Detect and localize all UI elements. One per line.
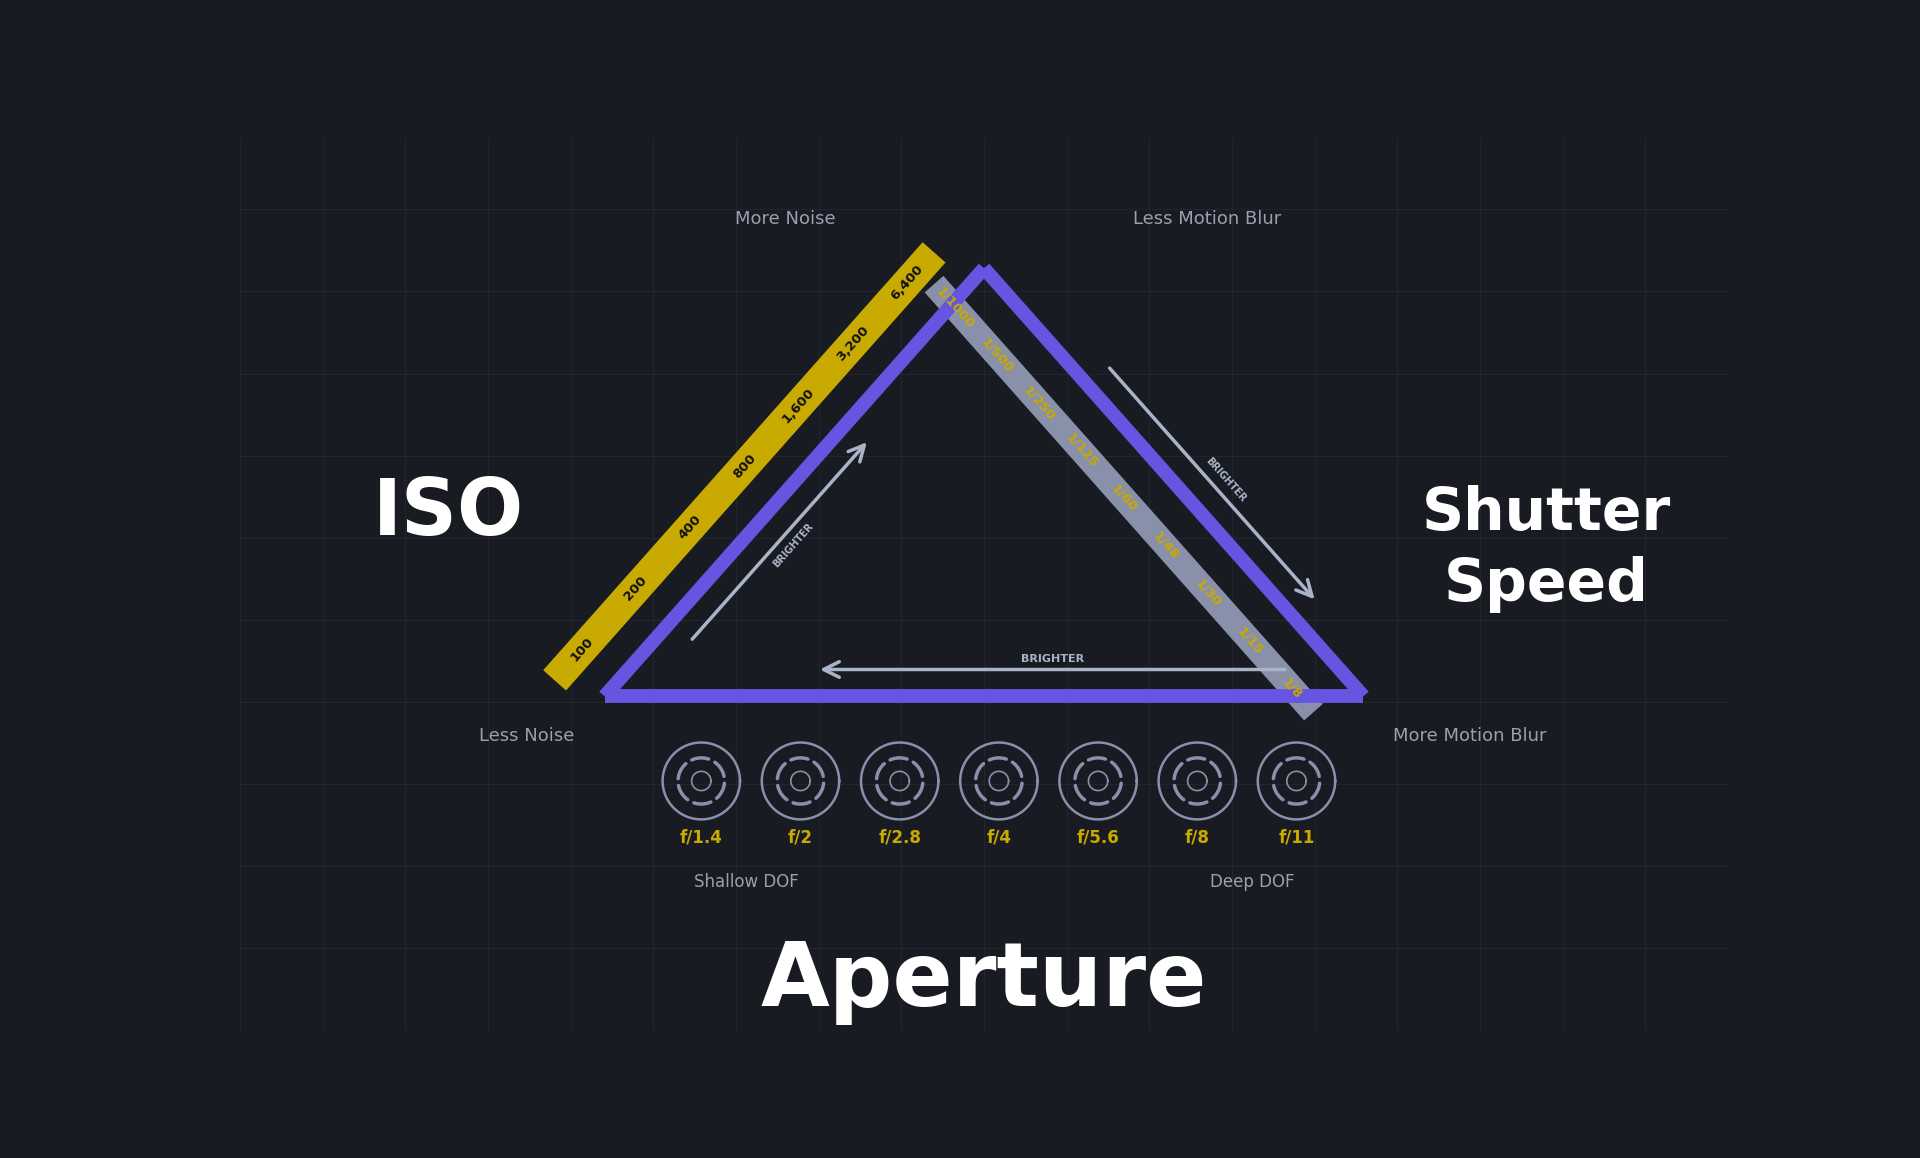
Text: More Motion Blur: More Motion Blur [1394,727,1548,746]
Text: 1/8: 1/8 [1281,675,1306,702]
Text: 6,400: 6,400 [889,263,925,303]
Text: Shutter
Speed: Shutter Speed [1423,485,1670,613]
Text: More Noise: More Noise [735,211,835,228]
Text: 3,200: 3,200 [833,324,872,364]
Text: f/4: f/4 [987,828,1012,846]
Text: 1/30: 1/30 [1192,577,1223,610]
Text: f/1.4: f/1.4 [680,828,722,846]
Text: 1/48: 1/48 [1150,529,1181,562]
Text: 1/125: 1/125 [1064,431,1100,470]
Text: f/2: f/2 [787,828,812,846]
Text: f/11: f/11 [1279,828,1315,846]
Text: BRIGHTER: BRIGHTER [1021,654,1085,664]
Text: f/2.8: f/2.8 [877,828,922,846]
Text: f/8: f/8 [1185,828,1210,846]
Text: Shallow DOF: Shallow DOF [693,873,799,891]
Text: Less Noise: Less Noise [480,727,574,746]
Text: 400: 400 [676,513,705,542]
Text: 1/60: 1/60 [1108,482,1139,514]
Text: BRIGHTER: BRIGHTER [770,521,814,569]
Text: Deep DOF: Deep DOF [1210,873,1294,891]
Text: 1/1000: 1/1000 [933,285,977,331]
Text: 1/250: 1/250 [1021,383,1058,423]
Text: 1,600: 1,600 [780,386,818,425]
Text: 800: 800 [730,452,758,481]
Text: 100: 100 [568,635,595,665]
Text: ISO: ISO [372,476,524,551]
Text: BRIGHTER: BRIGHTER [1204,455,1248,504]
Text: 1/15: 1/15 [1235,624,1265,658]
Text: f/5.6: f/5.6 [1077,828,1119,846]
Text: 1/500: 1/500 [979,336,1016,375]
Text: Less Motion Blur: Less Motion Blur [1133,211,1281,228]
Text: 200: 200 [622,574,651,603]
Text: Aperture: Aperture [760,938,1208,1025]
